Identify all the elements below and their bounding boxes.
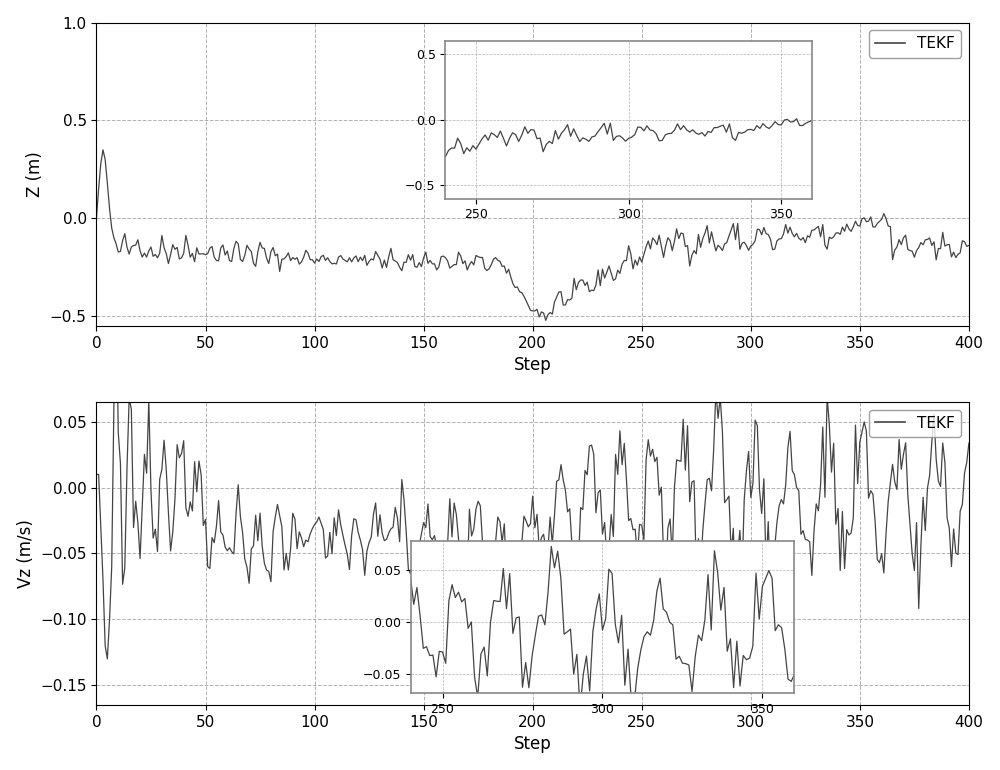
X-axis label: Step: Step: [514, 356, 552, 374]
X-axis label: Step: Step: [514, 735, 552, 753]
Legend: TEKF: TEKF: [869, 410, 961, 437]
Y-axis label: Vz (m/s): Vz (m/s): [17, 519, 35, 588]
Y-axis label: Z (m): Z (m): [26, 152, 44, 197]
Legend: TEKF: TEKF: [869, 30, 961, 58]
